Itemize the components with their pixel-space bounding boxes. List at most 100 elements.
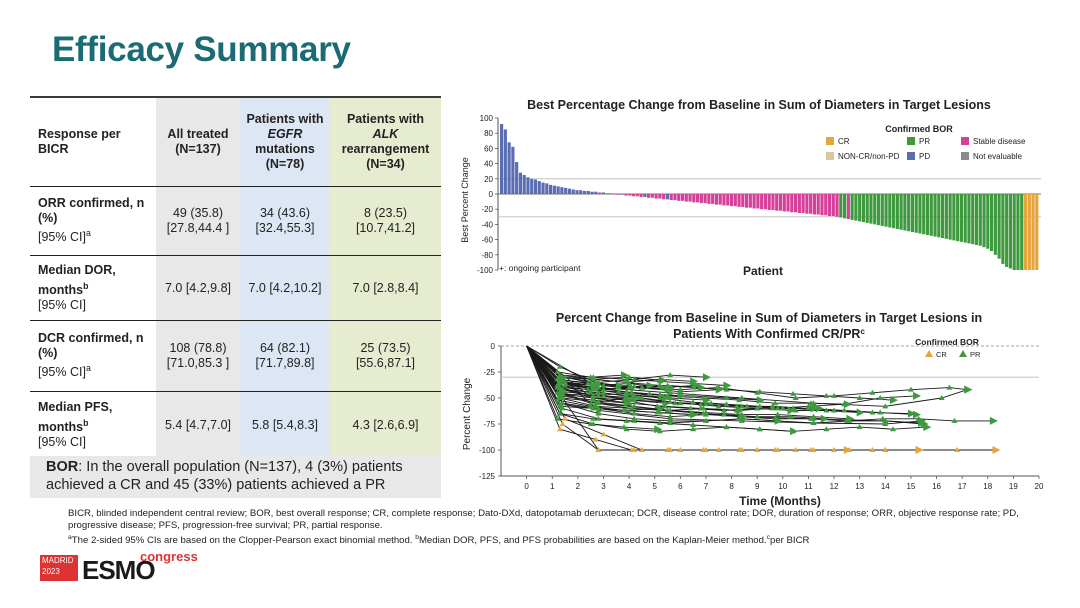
spider-point-marker — [882, 417, 889, 423]
waterfall-bar — [824, 194, 828, 216]
spider-point-marker — [856, 424, 863, 430]
spider-x-tick-label: 4 — [627, 482, 632, 491]
spider-point-marker — [595, 384, 602, 390]
waterfall-bar — [707, 194, 711, 204]
spider-point-marker — [559, 421, 566, 426]
spider-point-marker — [667, 407, 674, 413]
waterfall-legend-label: PD — [919, 152, 930, 161]
cell-dcr-alk: 25 (73.5) [55.6,87.1] — [330, 320, 441, 392]
waterfall-bar — [628, 194, 632, 196]
spider-point-marker — [559, 390, 566, 396]
spider-point-marker — [723, 401, 730, 407]
spider-point-marker — [554, 382, 561, 388]
spider-point-marker — [595, 389, 602, 395]
spider-endpoint-marker — [810, 404, 819, 413]
spider-y-tick-label: -75 — [483, 420, 495, 429]
spider-endpoint-marker — [736, 406, 745, 415]
waterfall-bar — [903, 194, 907, 231]
spider-point-marker — [590, 374, 597, 380]
spider-legend: Confirmed BOR CR PR — [915, 337, 981, 359]
waterfall-bar — [598, 192, 602, 194]
spider-point-marker — [733, 407, 740, 413]
cell-orr-egfr: 34 (43.6) [32.4,55.3] — [240, 186, 330, 256]
waterfall-bar — [586, 190, 590, 194]
waterfall-bar — [910, 194, 915, 232]
waterfall-bar — [925, 194, 930, 236]
waterfall-bar — [673, 194, 677, 201]
waterfall-bar — [658, 194, 662, 199]
spider-legend-swatch — [925, 350, 933, 357]
waterfall-bar — [775, 194, 779, 211]
spider-endpoint-marker — [915, 446, 924, 454]
spider-point-marker — [638, 384, 645, 390]
spider-title-superscript: c — [860, 327, 865, 336]
waterfall-bar — [831, 194, 835, 217]
waterfall-xlabel: Patient — [743, 264, 783, 278]
waterfall-bar — [809, 194, 813, 214]
waterfall-bar — [1008, 194, 1013, 269]
waterfall-bar — [858, 194, 862, 222]
waterfall-bar — [937, 194, 941, 238]
spider-point-marker — [600, 382, 607, 388]
spider-point-marker — [590, 395, 597, 400]
waterfall-bar — [1005, 194, 1009, 267]
waterfall-bar — [605, 193, 609, 194]
spider-point-marker — [562, 382, 569, 388]
waterfall-bar — [839, 194, 843, 218]
spider-point-marker — [756, 388, 763, 394]
waterfall-y-tick-label: 80 — [484, 129, 493, 138]
spider-endpoint-marker — [615, 381, 624, 390]
waterfall-bar — [722, 194, 726, 206]
waterfall-bar — [869, 194, 873, 224]
waterfall-legend-swatch — [826, 137, 834, 145]
spider-endpoint-marker — [815, 404, 824, 413]
waterfall-legend-title: Confirmed BOR — [885, 124, 953, 134]
cell-orr-alk: 8 (23.5) [10.7,41.2] — [330, 186, 441, 256]
spider-point-marker — [954, 447, 961, 452]
waterfall-y-tick-label: 20 — [484, 175, 493, 184]
waterfall-bar — [594, 191, 598, 194]
spider-point-marker — [656, 382, 663, 388]
spider-endpoint-marker — [661, 394, 670, 402]
spider-point-marker — [656, 378, 663, 384]
spider-endpoint-marker — [631, 394, 640, 402]
spider-point-marker — [823, 392, 830, 398]
spider-point-marker — [556, 372, 563, 378]
waterfall-title: Best Percentage Change from Baseline in … — [527, 98, 991, 112]
spider-legend-swatch — [959, 350, 967, 357]
spider-x-tick-label: 0 — [524, 482, 529, 491]
waterfall-bar — [729, 194, 734, 207]
waterfall-bar — [522, 175, 526, 194]
waterfall-bar — [846, 194, 850, 220]
row-label-pfs: Median PFS, monthsb [95% CI] — [38, 400, 113, 449]
spider-point-marker — [702, 409, 709, 415]
spider-point-marker — [595, 400, 602, 406]
waterfall-bar — [854, 194, 858, 221]
waterfall-bar — [624, 194, 628, 196]
spider-point-marker — [951, 417, 958, 423]
waterfall-bar — [986, 194, 990, 249]
spider-point-marker — [715, 403, 722, 409]
spider-point-marker — [559, 395, 566, 400]
waterfall-bar — [880, 194, 884, 226]
waterfall-bar — [601, 192, 605, 194]
waterfall-bar — [959, 194, 964, 242]
waterfall-bar — [760, 194, 764, 210]
spider-endpoint-marker — [654, 425, 663, 434]
spider-point-marker — [600, 431, 607, 437]
spider-endpoint-marker — [843, 400, 852, 409]
waterfall-bar — [1035, 194, 1039, 270]
spider-point-marker — [664, 392, 671, 398]
spider-endpoint-marker — [907, 409, 916, 418]
spider-point-marker — [769, 403, 776, 409]
waterfall-bar — [899, 194, 903, 230]
spider-point-marker — [562, 388, 569, 394]
spider-point-marker — [667, 419, 674, 425]
waterfall-bar — [737, 194, 741, 207]
spider-x-tick-label: 14 — [881, 482, 890, 491]
spider-point-marker — [556, 384, 563, 390]
spider-endpoint-marker — [667, 383, 676, 392]
bor-summary-box: BOR: In the overall population (N=137), … — [30, 456, 441, 498]
waterfall-bar — [861, 194, 866, 223]
waterfall-bar — [963, 194, 967, 243]
